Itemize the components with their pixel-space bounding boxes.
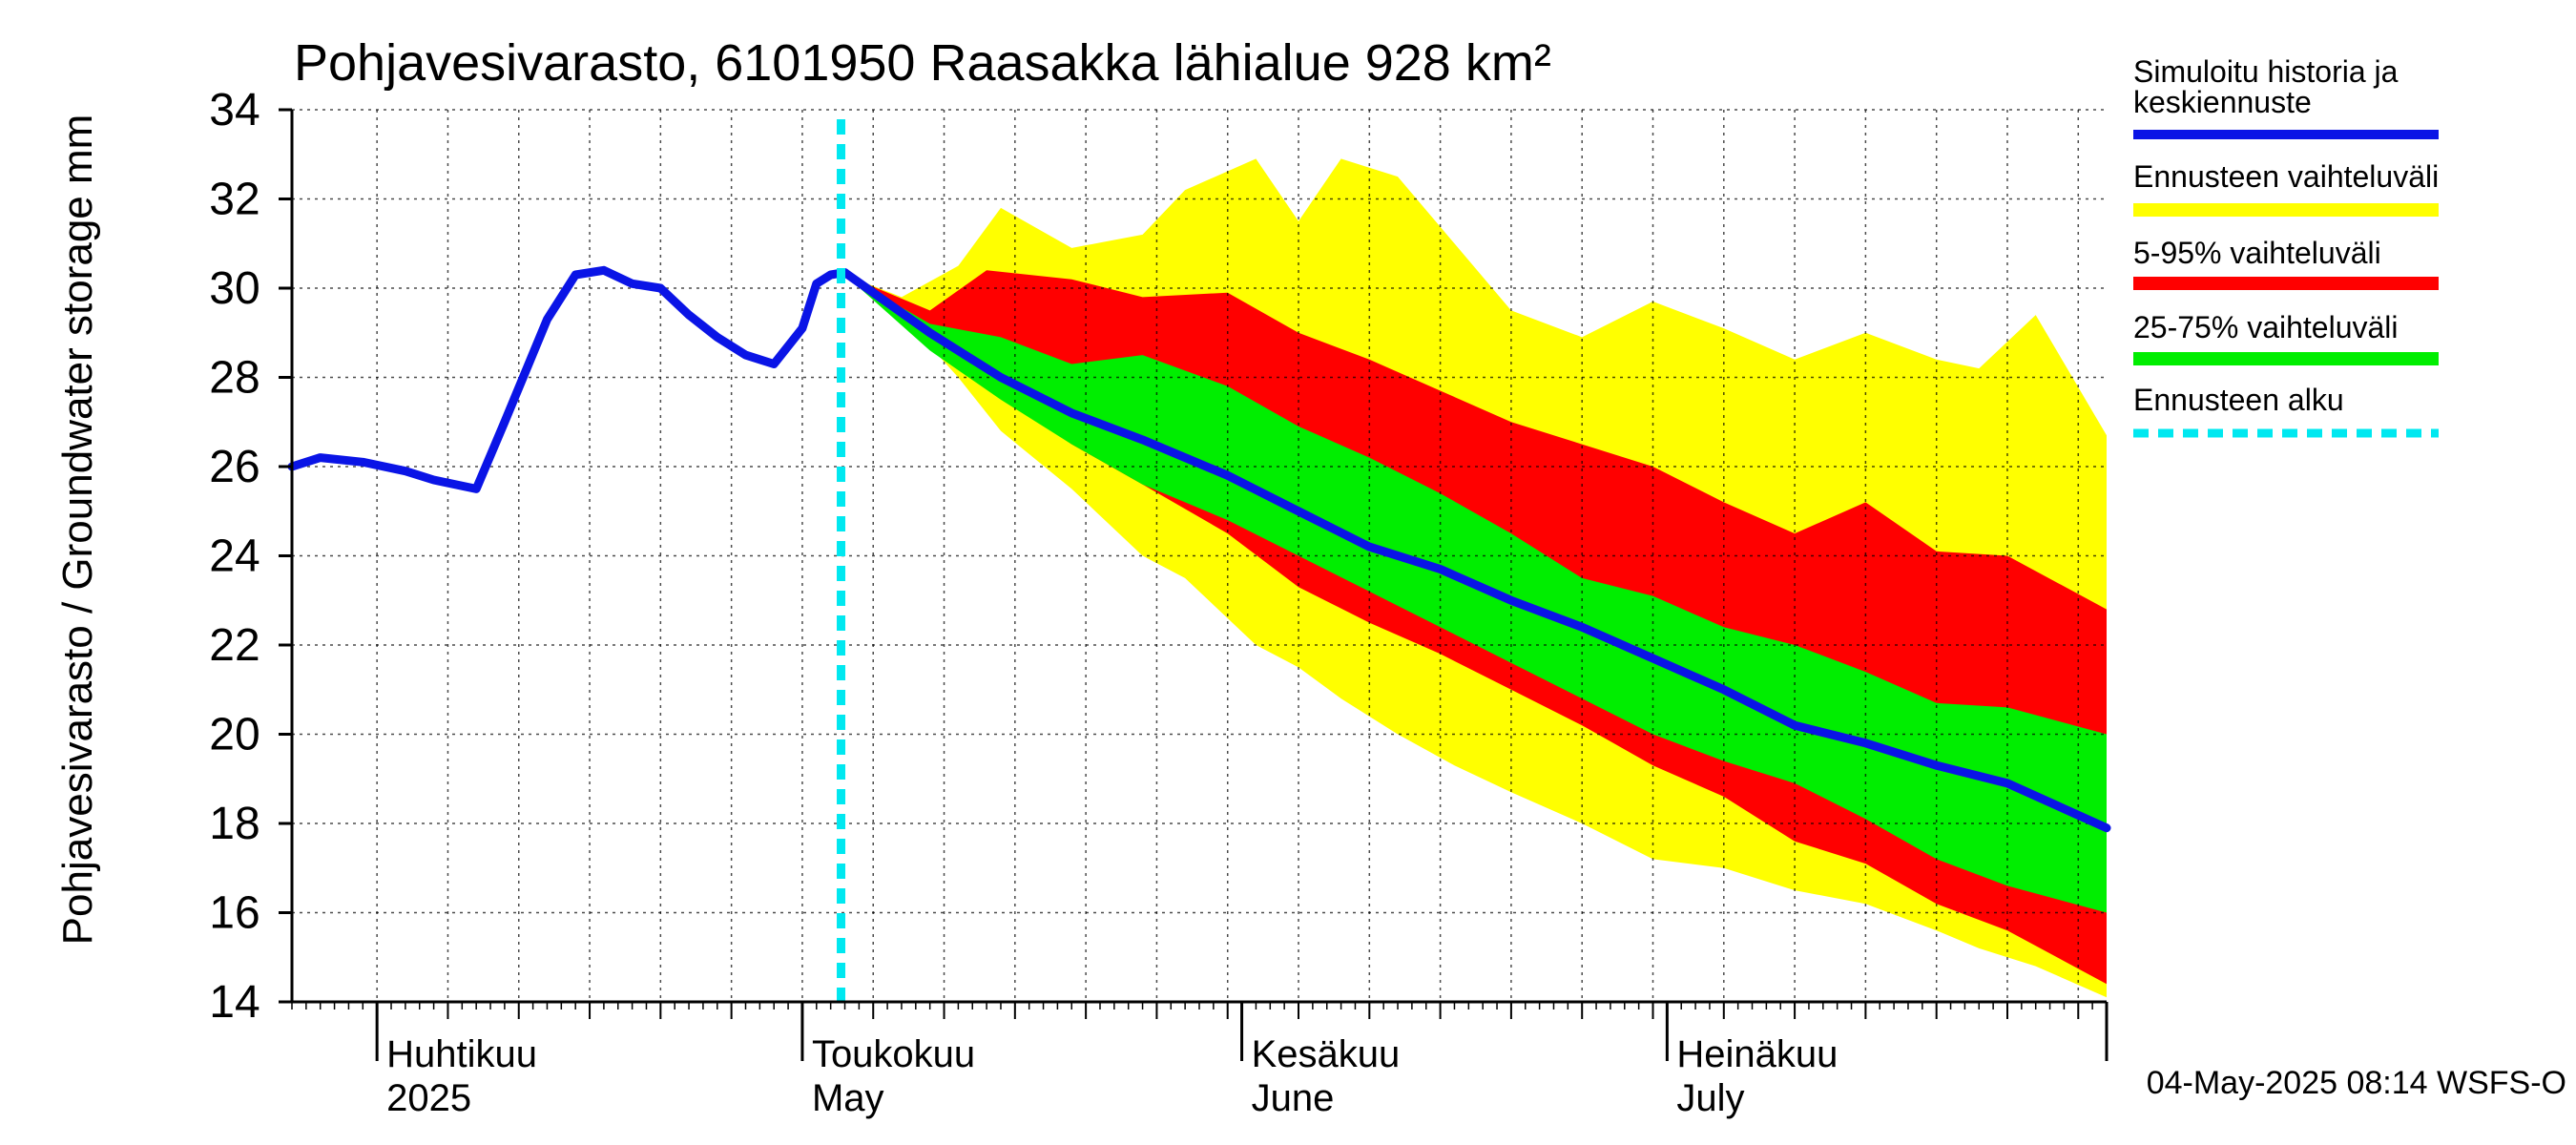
x-month-sublabel: July — [1676, 1077, 1744, 1119]
y-tick-label: 28 — [209, 353, 260, 404]
x-month-label: Huhtikuu — [386, 1033, 537, 1075]
history-line — [287, 265, 849, 493]
y-tick-label: 16 — [209, 888, 260, 939]
legend-label: keskiennuste — [2133, 85, 2312, 119]
legend-label: 25-75% vaihteluväli — [2133, 310, 2399, 344]
forecast-bands — [844, 158, 2107, 998]
x-month-sublabel: 2025 — [386, 1077, 471, 1119]
legend-label: Simuloitu historia ja — [2133, 54, 2399, 89]
y-tick-label: 30 — [209, 263, 260, 314]
y-tick-label: 22 — [209, 620, 260, 671]
chart-title: Pohjavesivarasto, 6101950 Raasakka lähia… — [294, 34, 1551, 92]
y-tick-label: 24 — [209, 531, 260, 582]
series-lines — [287, 119, 2111, 1002]
band-25-75 — [844, 275, 2107, 913]
median-forecast-line — [841, 268, 2111, 833]
x-month-sublabel: May — [812, 1077, 884, 1119]
x-month-sublabel: June — [1252, 1077, 1335, 1119]
y-tick-label: 20 — [209, 710, 260, 760]
y-axis-label: Pohjavesivarasto / Groundwater storage m… — [54, 114, 101, 946]
y-tick-label: 14 — [209, 977, 260, 1028]
y-tick-label: 34 — [209, 85, 260, 135]
legend-label: Ennusteen vaihteluväli — [2133, 159, 2439, 194]
y-tick-label: 26 — [209, 442, 260, 492]
legend-label: Ennusteen alku — [2133, 383, 2344, 417]
y-tick-label: 32 — [209, 175, 260, 225]
timestamp-footer: 04-May-2025 08:14 WSFS-O — [2147, 1065, 2566, 1101]
legend-label: 5-95% vaihteluväli — [2133, 236, 2381, 270]
x-month-label: Heinäkuu — [1676, 1033, 1838, 1075]
x-month-label: Kesäkuu — [1252, 1033, 1401, 1075]
y-tick-label: 18 — [209, 799, 260, 849]
x-month-label: Toukokuu — [812, 1033, 975, 1075]
